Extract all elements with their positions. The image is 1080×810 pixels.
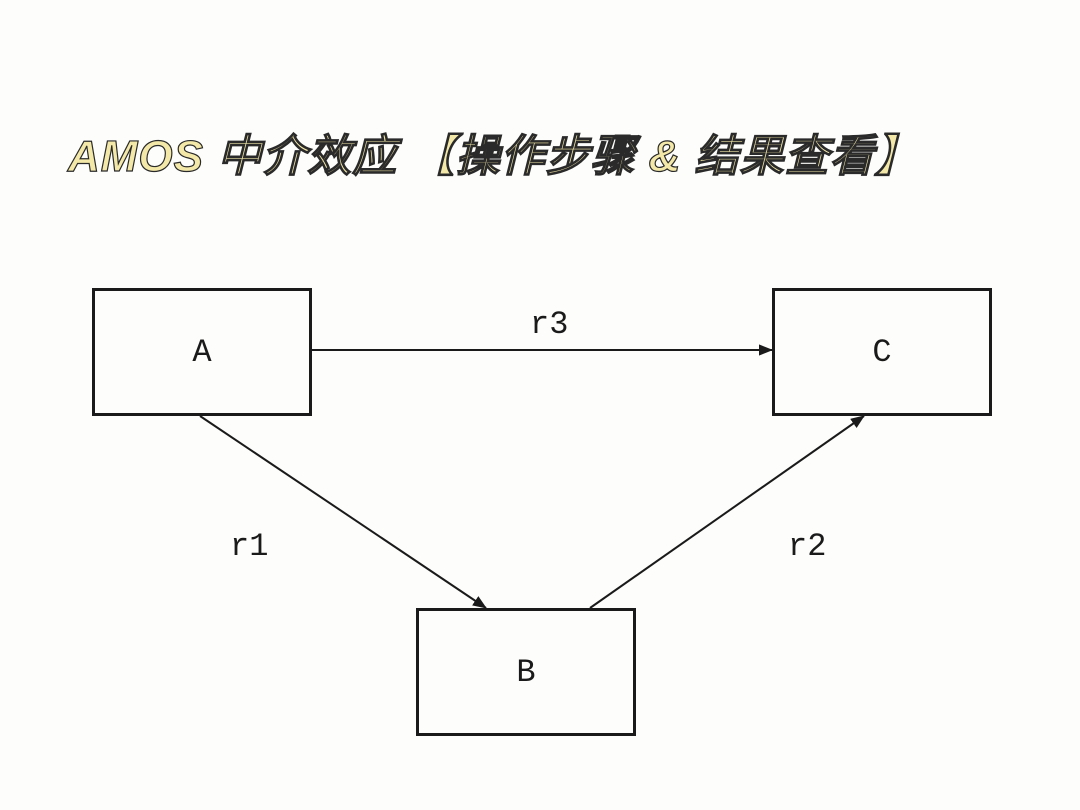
edge-label-r1: r1 [230,528,268,565]
node-label-a: A [192,334,211,371]
node-b: B [416,608,636,736]
edge-label-r3: r3 [530,306,568,343]
edge-label-r2: r2 [788,528,826,565]
edge-b-c [590,416,864,608]
edge-a-b [200,416,486,608]
node-label-b: B [516,654,535,691]
node-label-c: C [872,334,891,371]
title-stroke: AMOS 中介效应 【操作步骤 & 结果查看】 [68,120,920,184]
node-c: C [772,288,992,416]
node-a: A [92,288,312,416]
